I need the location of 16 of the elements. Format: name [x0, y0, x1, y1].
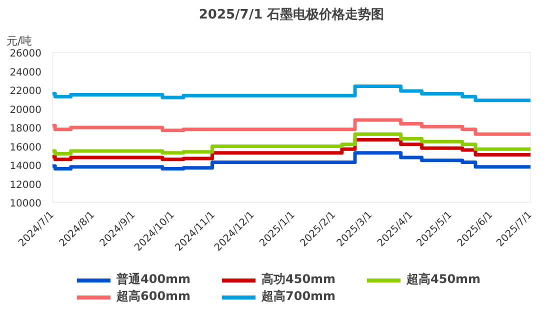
chart-title: 2025/7/1 石墨电极价格走势图	[198, 6, 384, 22]
y-tick-label: 12000	[10, 180, 42, 191]
y-tick-label: 16000	[10, 142, 42, 154]
legend-label: 超高700mm	[262, 288, 337, 305]
y-tick-label: 14000	[10, 161, 42, 172]
y-tick-label: 22000	[10, 86, 42, 97]
legend-label: 超高450mm	[406, 271, 482, 288]
y-tick-label: 20000	[10, 104, 42, 116]
legend-label: 普通400mm	[116, 271, 192, 288]
legend-label: 高功450mm	[262, 271, 337, 288]
y-tick-label: 10000	[10, 198, 42, 210]
y-tick-label: 26000	[10, 48, 42, 60]
y-tick-label: 24000	[10, 67, 42, 78]
y-axis-title: 元/吨	[6, 34, 32, 48]
legend-label: 超高600mm	[116, 288, 192, 305]
y-tick-label: 18000	[10, 124, 42, 134]
